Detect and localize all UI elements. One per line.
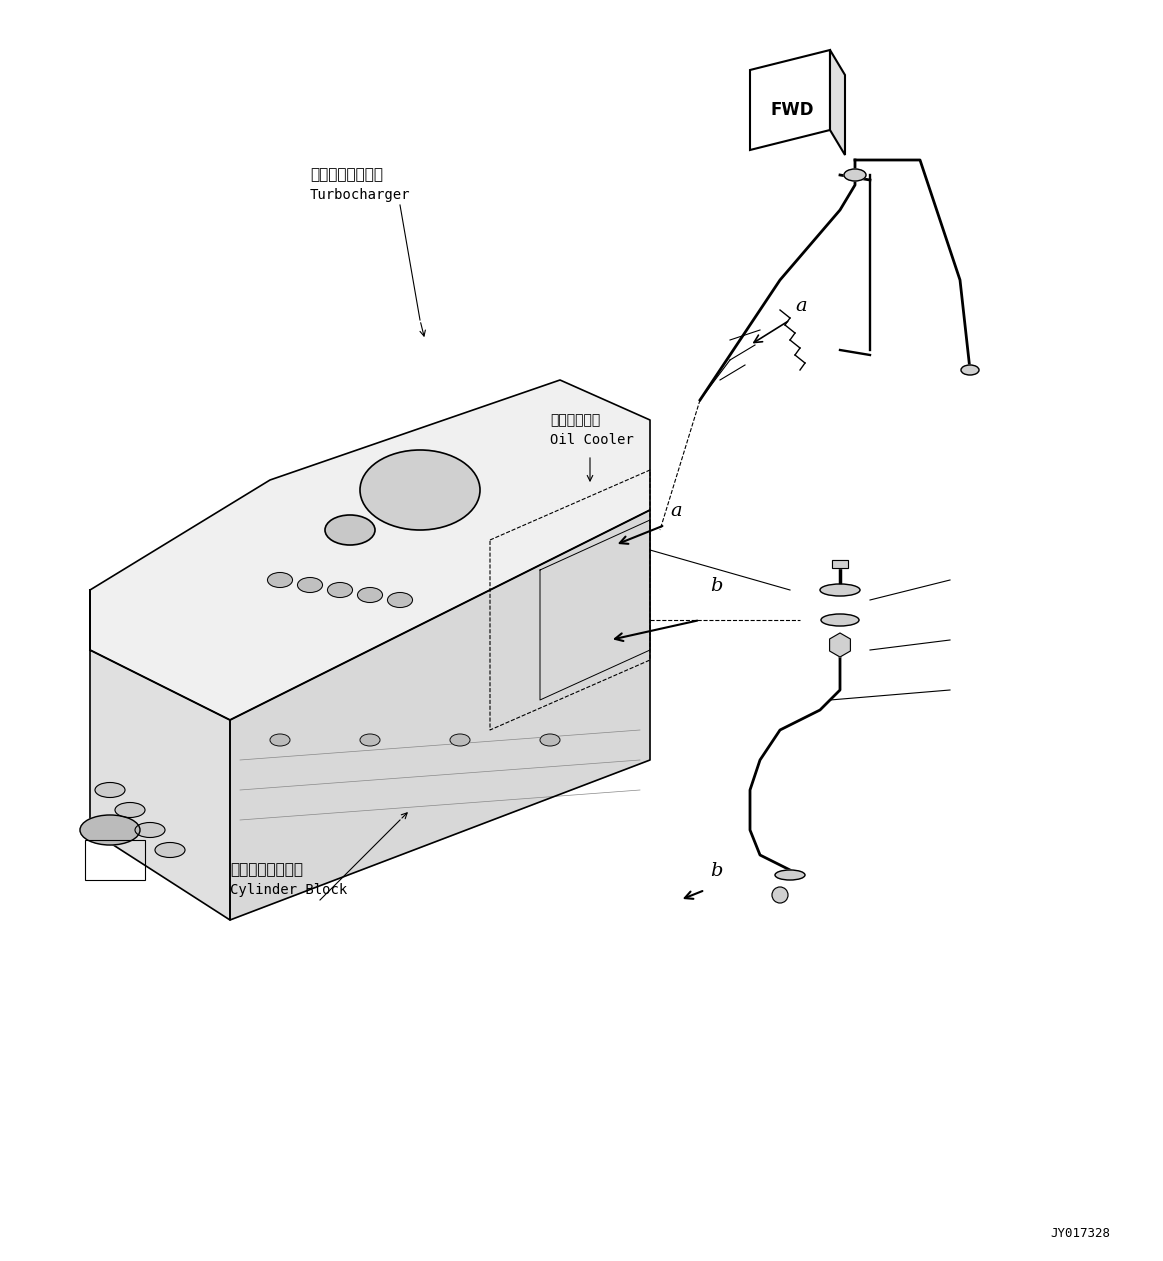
Ellipse shape: [155, 842, 185, 857]
Ellipse shape: [298, 578, 322, 593]
Ellipse shape: [820, 584, 859, 596]
Text: JY017328: JY017328: [1050, 1227, 1110, 1240]
Ellipse shape: [387, 593, 413, 608]
Text: Cylinder Block: Cylinder Block: [230, 883, 348, 897]
Text: FWD: FWD: [770, 101, 813, 119]
Ellipse shape: [95, 783, 124, 797]
Ellipse shape: [540, 734, 561, 747]
Ellipse shape: [324, 514, 374, 545]
Ellipse shape: [267, 572, 293, 588]
Ellipse shape: [844, 169, 866, 182]
Text: b: b: [709, 578, 722, 595]
Circle shape: [772, 886, 789, 903]
Ellipse shape: [328, 583, 352, 598]
Text: ターボチャージャ: ターボチャージャ: [311, 168, 383, 183]
Bar: [832, 560, 848, 567]
Ellipse shape: [357, 588, 383, 603]
Polygon shape: [230, 509, 650, 921]
Text: a: a: [795, 298, 807, 315]
Ellipse shape: [80, 815, 140, 845]
Ellipse shape: [361, 450, 480, 530]
Bar: [832, 560, 848, 567]
Polygon shape: [750, 50, 830, 150]
Polygon shape: [90, 590, 230, 921]
Ellipse shape: [270, 734, 290, 747]
Ellipse shape: [961, 364, 979, 375]
Text: Turbocharger: Turbocharger: [311, 188, 411, 202]
Ellipse shape: [361, 734, 380, 747]
Ellipse shape: [135, 822, 165, 837]
Text: Oil Cooler: Oil Cooler: [550, 433, 634, 446]
Ellipse shape: [775, 870, 805, 880]
Text: オイルクーラ: オイルクーラ: [550, 414, 600, 427]
Ellipse shape: [450, 734, 470, 747]
Ellipse shape: [821, 614, 859, 625]
Text: シリンダブロック: シリンダブロック: [230, 863, 304, 878]
Text: a: a: [670, 502, 682, 520]
Ellipse shape: [115, 802, 145, 817]
Polygon shape: [90, 380, 650, 720]
Polygon shape: [830, 50, 846, 155]
Text: b: b: [709, 863, 722, 880]
